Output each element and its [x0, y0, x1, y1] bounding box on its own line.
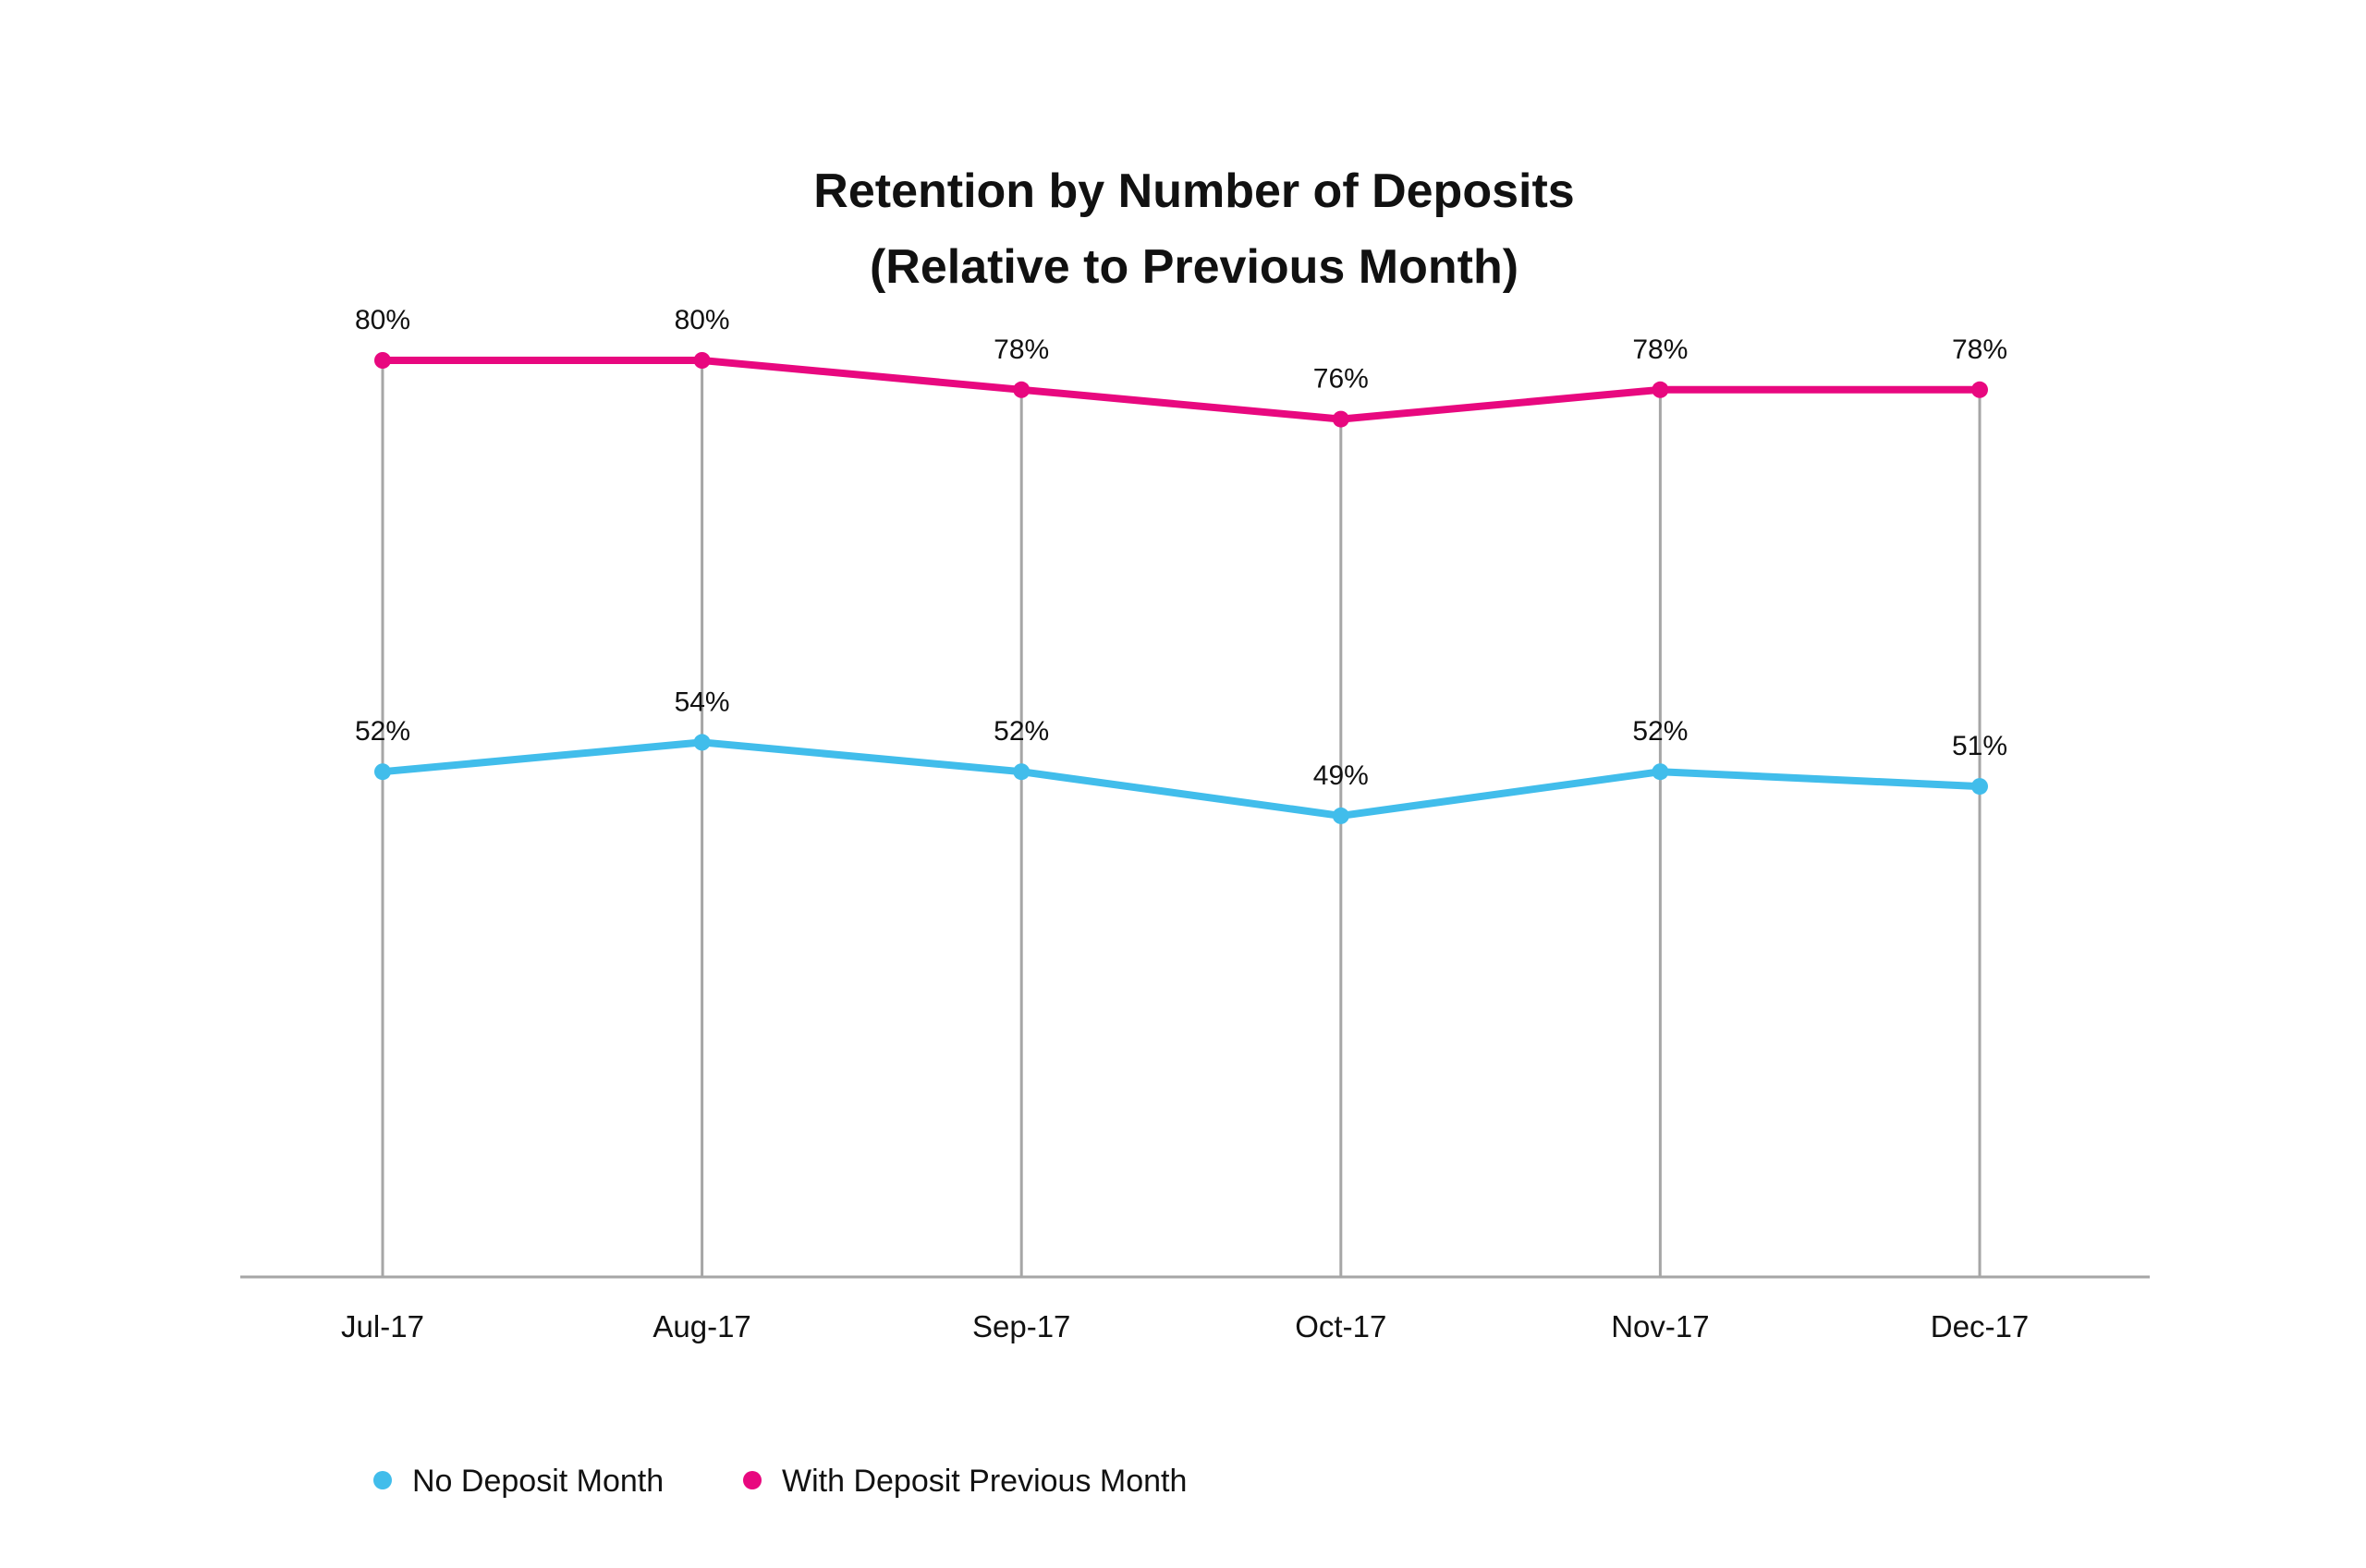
x-tick-labels: Jul-17 Aug-17 Sep-17 Oct-17 Nov-17 Dec-17: [341, 1309, 2029, 1343]
data-point: [1652, 381, 1669, 398]
legend-label: No Deposit Month: [412, 1464, 664, 1499]
legend-marker: [743, 1471, 762, 1489]
data-point: [1971, 778, 1988, 796]
data-label: 52%: [1632, 716, 1688, 747]
data-label: 52%: [355, 716, 410, 747]
x-tick-label: Aug-17: [652, 1309, 750, 1343]
data-label: 54%: [675, 687, 730, 717]
data-label: 80%: [675, 305, 730, 335]
legend-marker: [373, 1471, 392, 1489]
x-tick-label: Dec-17: [1931, 1309, 2029, 1343]
x-tick-label: Jul-17: [341, 1309, 424, 1343]
series-line-1: [379, 357, 1983, 423]
data-labels: 52% 54% 52% 49% 52% 51% 80% 80% 78% 76% 78% 78%: [355, 305, 2007, 791]
x-tick-label: Nov-17: [1611, 1309, 1709, 1343]
data-point: [1971, 381, 1988, 398]
data-point: [693, 352, 711, 369]
data-point: [374, 763, 391, 781]
data-label: 76%: [1313, 364, 1369, 395]
data-point: [1332, 807, 1349, 824]
series-line-0: [379, 738, 1983, 820]
data-point: [1013, 381, 1031, 398]
data-label: 78%: [1632, 334, 1688, 365]
drop-lines: [381, 360, 1982, 1277]
data-label: 49%: [1313, 760, 1369, 791]
data-point: [693, 734, 711, 751]
x-tick-label: Oct-17: [1295, 1309, 1386, 1343]
chart-title: Retention by Number of Deposits: [813, 164, 1574, 218]
data-label: 78%: [994, 334, 1049, 365]
data-point: [1332, 410, 1349, 428]
data-label: 52%: [994, 716, 1049, 747]
data-label: 78%: [1952, 334, 2007, 365]
data-point: [1013, 763, 1031, 781]
series-lines: [379, 357, 1983, 820]
series-points: [374, 352, 1988, 824]
legend: No Deposit Month With Deposit Previous Mo…: [373, 1464, 1187, 1499]
data-label: 80%: [355, 305, 410, 335]
x-tick-label: Sep-17: [972, 1309, 1070, 1343]
legend-label: With Deposit Previous Month: [782, 1464, 1187, 1499]
data-label: 51%: [1952, 731, 2007, 761]
data-point: [1652, 763, 1669, 781]
data-point: [374, 352, 391, 369]
chart-subtitle: (Relative to Previous Month): [870, 240, 1518, 294]
